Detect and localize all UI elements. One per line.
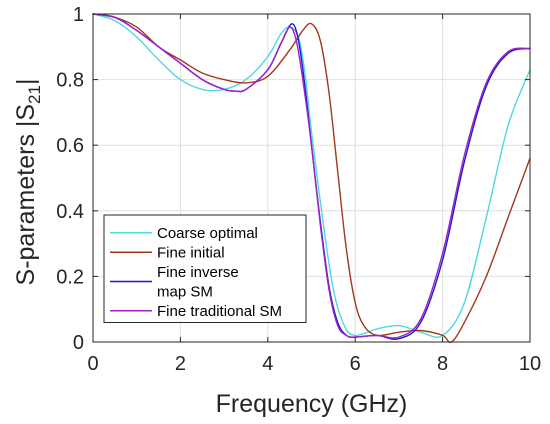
x-tick-label: 2: [175, 353, 186, 375]
legend-label-3: Fine inverse: [157, 264, 239, 281]
y-tick-label: 0: [73, 332, 84, 354]
y-axis-label-end: |: [12, 79, 40, 86]
series-line-4: [92, 13, 531, 339]
y-axis-label-subscript: 21: [25, 85, 44, 104]
y-tick-label: 0.4: [56, 201, 84, 223]
x-tick-label: 10: [519, 353, 541, 375]
legend-label-4: Fine traditional SM: [157, 303, 282, 320]
tick-marks: [92, 13, 531, 343]
y-tick-labels: 0 0.2 0.4 0.6 0.8 1: [56, 4, 84, 354]
x-axis-label: Frequency (GHz): [216, 390, 408, 418]
y-tick-label: 0.8: [56, 70, 84, 92]
legend-label-2: Fine initial: [157, 245, 225, 262]
y-tick-label: 0.6: [56, 135, 84, 157]
x-tick-label: 6: [350, 353, 361, 375]
x-tick-label: 4: [262, 353, 273, 375]
legend: Coarse optimal Fine initial Fine inverse ma…: [103, 214, 307, 323]
x-tick-labels: 0 2 4 6 8 10: [87, 353, 541, 375]
y-axis-label-main: S-parameters |S: [12, 104, 40, 286]
x-tick-label: 8: [437, 353, 448, 375]
y-tick-label: 0.2: [56, 266, 84, 288]
y-axis-label: S-parameters |S21|: [12, 79, 44, 286]
plot-frame: [92, 13, 531, 343]
legend-label-1: Coarse optimal: [157, 225, 258, 242]
y-tick-label: 1: [73, 4, 84, 26]
legend-label-3: map SM: [157, 284, 213, 301]
x-tick-label: 0: [87, 353, 98, 375]
